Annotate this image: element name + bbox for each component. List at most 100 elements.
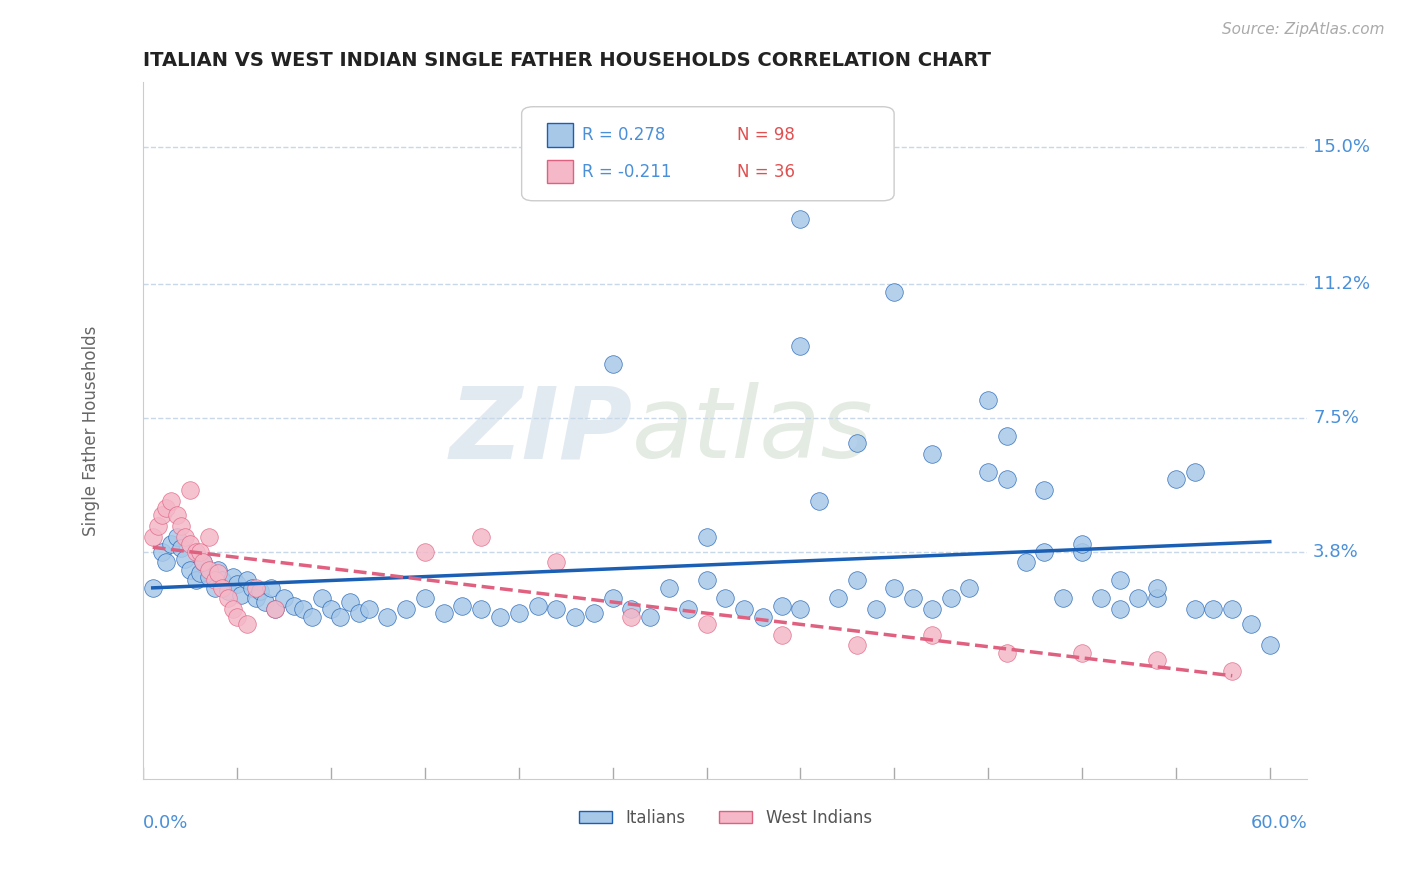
Text: N = 98: N = 98 (737, 127, 794, 145)
Point (142, 581, 165, 595)
Point (921, 627, 943, 641)
Text: 15.0%: 15.0% (1313, 138, 1371, 156)
Point (263, 602, 285, 616)
Point (226, 609, 249, 624)
Point (235, 574, 257, 588)
Point (207, 566, 229, 581)
Point (696, 616, 718, 631)
Text: 0.0%: 0.0% (143, 814, 188, 831)
Point (193, 555, 215, 569)
Point (602, 591, 624, 606)
Point (349, 606, 371, 620)
Point (602, 357, 624, 371)
Point (207, 563, 229, 577)
Point (845, 436, 868, 450)
Point (921, 602, 943, 616)
Point (1164, 472, 1187, 486)
Point (179, 537, 201, 551)
Point (160, 494, 183, 508)
Point (283, 599, 305, 613)
Point (173, 551, 195, 566)
Point (1071, 646, 1094, 660)
Point (1071, 537, 1094, 551)
Point (1240, 616, 1263, 631)
Point (198, 530, 221, 544)
Point (957, 581, 980, 595)
Point (1220, 602, 1243, 616)
Point (733, 602, 755, 616)
Point (620, 609, 643, 624)
Point (1184, 602, 1206, 616)
Point (921, 447, 943, 461)
Point (1033, 483, 1056, 498)
Point (1108, 574, 1130, 588)
Point (883, 285, 905, 299)
Point (1090, 591, 1112, 606)
Point (142, 530, 165, 544)
Text: 7.5%: 7.5% (1313, 409, 1360, 427)
Point (204, 574, 226, 588)
Point (1108, 602, 1130, 616)
Point (845, 574, 868, 588)
Point (789, 212, 811, 227)
Point (546, 602, 568, 616)
Point (883, 581, 905, 595)
Point (155, 501, 177, 516)
Point (217, 591, 239, 606)
Point (155, 555, 177, 569)
Point (995, 646, 1018, 660)
Point (198, 563, 221, 577)
Point (229, 588, 252, 602)
Text: N = 36: N = 36 (737, 162, 794, 180)
Point (413, 544, 436, 558)
Point (546, 555, 568, 569)
Point (198, 570, 221, 584)
Point (770, 627, 793, 641)
Point (752, 609, 775, 624)
Point (939, 591, 962, 606)
Point (166, 508, 188, 523)
Point (1015, 555, 1038, 569)
Point (977, 465, 1000, 479)
Text: Single Father Households: Single Father Households (82, 326, 100, 536)
Text: R = -0.211: R = -0.211 (582, 162, 672, 180)
Point (845, 639, 868, 653)
Point (901, 591, 924, 606)
Point (1071, 544, 1094, 558)
Point (770, 599, 793, 613)
Point (166, 530, 188, 544)
Point (249, 584, 271, 599)
Point (1146, 591, 1168, 606)
Point (658, 581, 681, 595)
Point (377, 609, 399, 624)
Point (433, 606, 456, 620)
Point (329, 609, 352, 624)
Point (582, 606, 605, 620)
Point (865, 602, 887, 616)
Point (489, 609, 512, 624)
Point (211, 581, 233, 595)
Point (150, 544, 173, 558)
Point (1146, 653, 1168, 667)
Point (995, 429, 1018, 443)
Point (696, 530, 718, 544)
Point (193, 555, 215, 569)
Point (808, 494, 831, 508)
Point (170, 541, 193, 555)
Text: R = 0.278: R = 0.278 (582, 127, 665, 145)
Point (217, 584, 239, 599)
Point (273, 591, 295, 606)
Point (357, 602, 380, 616)
Point (995, 472, 1018, 486)
Point (977, 392, 1000, 407)
Point (245, 591, 267, 606)
Text: Source: ZipAtlas.com: Source: ZipAtlas.com (1222, 22, 1385, 37)
Text: 3.8%: 3.8% (1313, 542, 1360, 560)
Point (564, 609, 586, 624)
Point (160, 537, 183, 551)
Point (638, 609, 661, 624)
Text: 11.2%: 11.2% (1313, 276, 1371, 293)
Point (1128, 591, 1150, 606)
Point (526, 599, 548, 613)
Point (395, 602, 418, 616)
